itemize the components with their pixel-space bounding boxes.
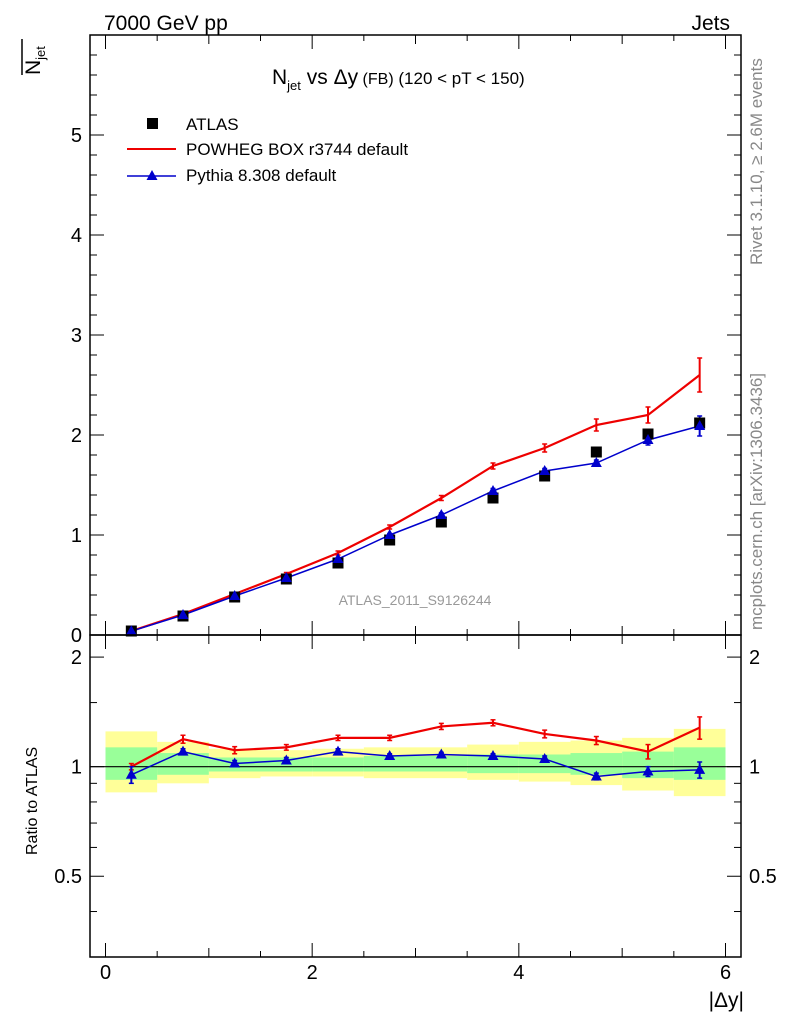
ratio-frame: [89, 634, 742, 958]
main-title: Njet vs Δy (FB) (120 < pT < 150): [272, 66, 525, 93]
ratio-band-stat: [467, 754, 519, 774]
main-ytick-label: 5: [71, 125, 82, 147]
ratio-xtick-label: 4: [513, 962, 524, 984]
ratio-band-stat: [363, 755, 416, 772]
main-title-tag: (FB): [358, 71, 394, 88]
pythia-ratio-point: [539, 752, 551, 763]
main-ylabel: Njet: [21, 39, 48, 75]
legend-pythia-label: Pythia 8.308 default: [186, 166, 337, 185]
ratio-band-stat: [312, 757, 364, 772]
atlas-point: [487, 492, 499, 504]
main-ytick-label: 2: [71, 425, 82, 447]
mcplots-label: mcplots.cern.ch [arXiv:1306.3436]: [747, 373, 766, 630]
atlas-point: [435, 516, 447, 528]
pythia-ratio-point: [280, 754, 292, 765]
ratio-band-stat: [518, 754, 571, 774]
ratio-ytick-label-right: 1: [749, 757, 760, 779]
main-ylabel-letter: N: [22, 60, 45, 75]
main-title-sub: jet: [286, 78, 301, 93]
ratio-axes: 0.5 0.5 1 1 2 2 0 2 4 6: [54, 635, 777, 984]
pythia-ratio-line: [131, 750, 700, 778]
ratio-ytick-label: 1: [71, 757, 82, 779]
pythia-point: [435, 509, 447, 519]
rivet-label: Rivet 3.1.10, ≥ 2.6M events: [747, 58, 766, 265]
pythia-point: [539, 465, 551, 475]
pythia-ratio-point: [332, 745, 344, 756]
main-axes: 0 1 2 3 4 5: [71, 35, 741, 647]
legend: ATLAS POWHEG BOX r3744 default Pythia 8.…: [127, 115, 408, 185]
legend-atlas-marker: [147, 118, 158, 129]
pythia-ratio-point: [177, 745, 189, 756]
powheg-line: [130, 374, 701, 633]
legend-atlas-label: ATLAS: [186, 115, 239, 134]
pythia-point: [590, 457, 602, 467]
main-title-n: N: [272, 66, 287, 89]
legend-powheg-label: POWHEG BOX r3744 default: [186, 140, 408, 159]
pythia-ratio-point: [487, 749, 499, 760]
pythia-point: [487, 485, 499, 495]
main-ytick-label: 1: [71, 525, 82, 547]
ratio-marks: [90, 716, 741, 797]
ratio-ytick-label-right: 2: [749, 647, 760, 669]
ratio-band-stat: [570, 753, 623, 775]
ratio-ytick-label: 0.5: [54, 866, 82, 888]
main-marks: [125, 357, 706, 637]
ratio-xlabel: |Δy|: [709, 989, 744, 1012]
ratio-xtick-label: 0: [100, 962, 111, 984]
pythia-point: [384, 529, 396, 539]
pythia-ratio-point: [125, 768, 137, 779]
main-title-rest: vs Δy: [301, 66, 359, 89]
header-right: Jets: [691, 12, 730, 35]
pythia-ratio-point: [229, 757, 241, 768]
pythia-point: [229, 590, 241, 600]
ratio-ytick-label-right: 0.5: [749, 866, 777, 888]
pythia-point: [280, 572, 292, 582]
powheg-ratio-line: [130, 721, 701, 768]
header-left: 7000 GeV pp: [104, 12, 228, 35]
pythia-point: [177, 609, 189, 619]
ratio-ytick-label: 2: [71, 647, 82, 669]
pythia-point: [642, 434, 654, 444]
pythia-ratio-point: [435, 748, 447, 759]
main-ytick-label: 0: [71, 625, 82, 647]
main-ylabel-sub: jet: [33, 46, 48, 61]
main-ytick-label: 3: [71, 325, 82, 347]
svg-text:Njet: Njet: [22, 46, 48, 75]
ratio-ylabel: Ratio to ATLAS: [24, 747, 41, 855]
pythia-ratio-point: [590, 770, 602, 781]
pythia-point: [332, 553, 344, 563]
pythia-ratio-point: [384, 749, 396, 760]
ratio-panel: 0.5 0.5 1 1 2 2 0 2 4 6 Ratio to ATLAS |Δy|: [24, 634, 777, 1012]
legend-pythia-marker: [146, 170, 158, 180]
watermark: ATLAS_2011_S9126244: [339, 592, 492, 608]
ratio-band-stat: [157, 753, 209, 775]
ratio-band-stat: [415, 755, 468, 772]
pythia-ratio-point: [642, 765, 654, 776]
atlas-point: [384, 534, 396, 546]
main-ytick-label: 4: [71, 225, 82, 247]
main-title-cut: (120 < pT < 150): [394, 69, 525, 88]
pythia-point: [125, 625, 137, 636]
atlas-point: [590, 446, 602, 458]
atlas-point: [539, 470, 551, 482]
pythia-point: [694, 420, 706, 430]
pythia-ratio-point: [694, 763, 706, 774]
ratio-xtick-label: 6: [720, 962, 731, 984]
pythia-line: [131, 425, 700, 632]
ratio-xtick-label: 2: [307, 962, 318, 984]
